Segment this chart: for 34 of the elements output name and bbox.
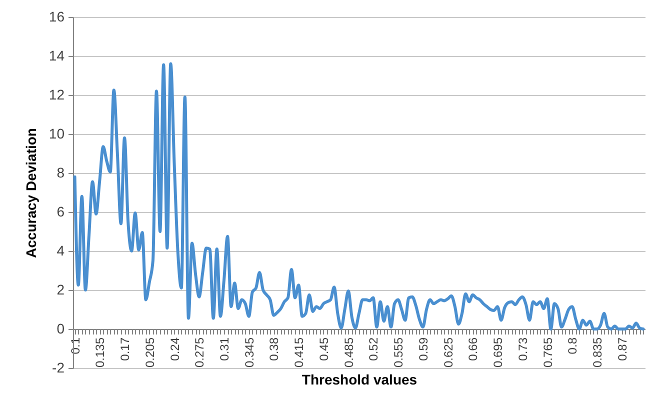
- x-tick-label: 0.31: [217, 337, 232, 361]
- y-tick-label: 14: [48, 48, 65, 64]
- x-tick-label: 0.135: [93, 337, 108, 368]
- y-tick-label: 4: [56, 242, 65, 258]
- y-tick-label: 12: [48, 86, 65, 102]
- x-tick-label: 0.17: [118, 337, 132, 361]
- x-tick-label: 0.555: [392, 337, 406, 368]
- x-tick-label: 0.415: [292, 337, 306, 368]
- x-tick-label: 0.205: [142, 337, 157, 368]
- x-tick-label: 0.345: [242, 337, 256, 368]
- x-tick-label: 0.87: [615, 337, 630, 361]
- x-tick-label: 0.835: [590, 337, 605, 368]
- x-tick-label: 0.24: [168, 337, 182, 361]
- x-tick-label: 0.52: [366, 337, 381, 361]
- x-tick-label: 0.73: [516, 337, 530, 361]
- x-tick-label: 0.8: [566, 337, 580, 354]
- x-tick-label: 0.38: [267, 337, 282, 361]
- x-tick-label: 0.59: [416, 337, 430, 361]
- x-tick-label: 0.45: [316, 337, 331, 361]
- y-tick-label: 16: [48, 8, 65, 24]
- y-axis-title: Accuracy Deviation: [22, 128, 39, 258]
- y-tick-label: 10: [48, 126, 65, 142]
- x-tick-label: 0.625: [441, 337, 456, 368]
- x-tick-label: 0.66: [466, 337, 480, 361]
- y-tick-label: 8: [56, 164, 65, 180]
- y-tick-label: 0: [56, 320, 65, 336]
- x-axis-title: Threshold values: [302, 372, 418, 388]
- y-tick-label: -2: [52, 360, 65, 376]
- x-tick-label: 0.695: [491, 337, 506, 368]
- x-tick-label: 0.765: [540, 337, 555, 368]
- x-tick-label: 0.275: [192, 337, 207, 368]
- y-tick-label: 6: [56, 204, 65, 220]
- y-tick-label: 2: [56, 282, 65, 298]
- x-tick-label: 0.485: [342, 337, 356, 368]
